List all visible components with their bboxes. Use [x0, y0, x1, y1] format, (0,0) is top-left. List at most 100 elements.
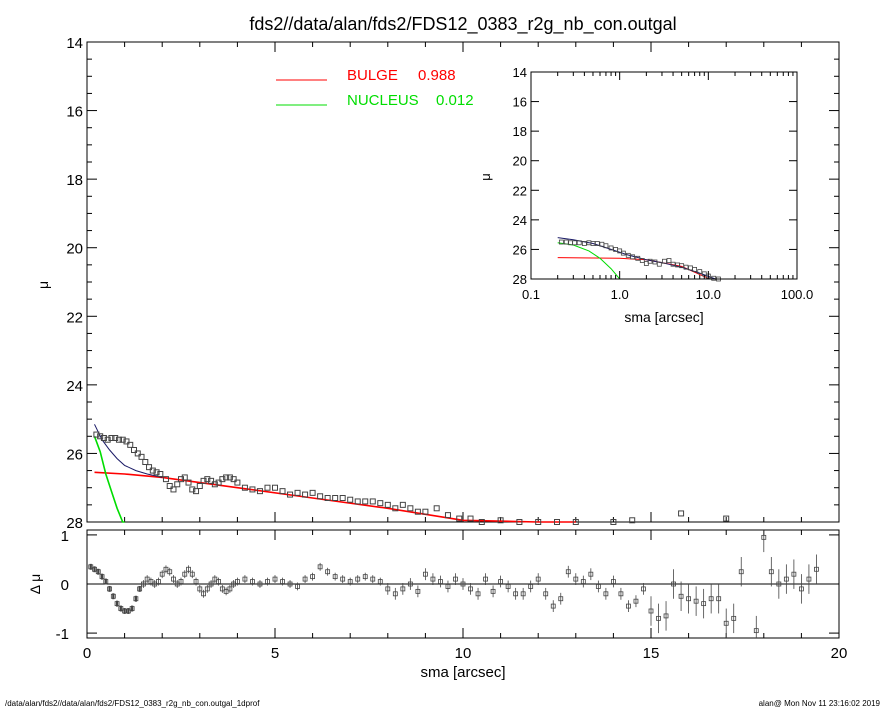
- legend: BULGE 0.988 NUCLEUS 0.012: [276, 67, 474, 109]
- residual-data-point: [182, 571, 188, 577]
- main-data-point: [127, 441, 134, 448]
- residual-data-point: [656, 615, 661, 621]
- residual-data-point: [204, 586, 210, 592]
- residual-data-point: [377, 579, 383, 584]
- residual-data-point: [219, 586, 225, 592]
- inset-data-point: [594, 241, 600, 246]
- main-data-point: [332, 495, 339, 501]
- main-data-point: [112, 435, 119, 441]
- main-data-point: [153, 469, 160, 476]
- main-data-point: [629, 517, 636, 524]
- residual-data-point: [550, 603, 556, 609]
- residual-data-point: [317, 564, 323, 570]
- main-total-model-line: [94, 424, 163, 478]
- main-data-point: [100, 435, 107, 441]
- residual-data-point: [167, 569, 173, 575]
- residual-data-point: [603, 591, 609, 597]
- residual-data-point: [565, 569, 571, 575]
- residual-data-point: [558, 596, 564, 602]
- residual-data-point: [400, 586, 406, 592]
- residual-plot: -1 0 1 0 5 10 15 20 Δ μ sma [arcsec]: [27, 528, 847, 681]
- main-data-point: [142, 459, 149, 465]
- inset-xtick-label: 0.1: [522, 287, 540, 302]
- main-data-point: [223, 474, 230, 481]
- main-data-point: [119, 436, 126, 443]
- residual-data-point: [588, 571, 594, 577]
- inset-data-point: [620, 250, 626, 256]
- residual-data-point: [148, 579, 154, 584]
- legend-nucleus-value: 0.012: [436, 92, 474, 109]
- residual-data-point: [671, 581, 676, 587]
- residual-data-point: [257, 581, 263, 587]
- main-data-point: [272, 484, 278, 491]
- main-ytick-label: 22: [66, 309, 83, 326]
- main-data-point: [200, 477, 207, 484]
- inset-data-point: [697, 269, 703, 275]
- residual-data-point: [129, 606, 135, 611]
- residual-data-point: [761, 534, 767, 540]
- main-data-point: [497, 517, 504, 524]
- inset-data-point: [647, 258, 653, 264]
- residual-data-point: [573, 576, 579, 582]
- residual-data-point: [197, 586, 203, 592]
- residual-data-point: [535, 576, 541, 582]
- main-data-point: [196, 483, 203, 489]
- main-data-point: [467, 515, 474, 522]
- inset-y-axis-label: μ: [478, 173, 493, 181]
- inset-data-point: [639, 258, 645, 263]
- residual-data-point: [768, 569, 774, 575]
- main-data-point: [347, 496, 354, 503]
- inset-data-point: [666, 258, 672, 263]
- inset-data-point: [662, 258, 667, 264]
- inset-data-point: [576, 240, 582, 246]
- main-data-point: [230, 476, 237, 483]
- residual-ytick-label: 1: [61, 528, 69, 545]
- inset-data-point: [630, 254, 636, 260]
- main-data-point: [178, 476, 184, 483]
- residual-data-point: [468, 586, 473, 592]
- x-tick-label: 0: [83, 645, 91, 662]
- residual-data-point: [776, 581, 782, 587]
- residual-data-point: [528, 584, 534, 589]
- main-data-point: [377, 500, 384, 507]
- footer-timestamp: alan@ Mon Nov 11 23:16:02 2019: [758, 699, 880, 708]
- inset-ytick-label: 18: [513, 124, 527, 139]
- main-ytick-label: 24: [66, 378, 83, 395]
- residual-data-point: [498, 579, 504, 584]
- legend-bulge-value: 0.988: [418, 67, 456, 84]
- inset-plot-frame: [530, 71, 798, 280]
- main-data-point: [610, 519, 617, 525]
- residual-data-point: [137, 586, 143, 592]
- inset-ytick-label: 20: [513, 154, 527, 169]
- residual-data-point: [791, 571, 797, 577]
- inset-data-point: [711, 275, 717, 281]
- main-data-point: [256, 488, 263, 495]
- main-data-point: [162, 476, 169, 483]
- residual-data-point: [171, 576, 176, 582]
- x-tick-label: 15: [643, 645, 660, 662]
- residual-data-point: [490, 588, 496, 594]
- main-data-point: [219, 476, 226, 483]
- main-data-point: [516, 519, 523, 525]
- residual-data-point: [265, 579, 270, 584]
- inset-ytick-label: 16: [513, 95, 527, 110]
- x-tick-label: 10: [455, 645, 472, 662]
- main-data-point: [115, 436, 122, 443]
- main-data-point: [211, 481, 218, 488]
- main-data-point: [170, 486, 177, 493]
- residual-data-point: [325, 569, 331, 575]
- residual-data-point: [520, 591, 526, 597]
- main-data-point: [97, 433, 104, 440]
- main-ytick-label: 20: [66, 241, 83, 258]
- chart-title: fds2//data/alan/fds2/FDS12_0383_r2g_nb_c…: [249, 14, 676, 35]
- inset-plot: 14 16 18 20 22 24 26 28 0.1 1.0 10.0 100.0 μ sma […: [478, 65, 813, 325]
- residual-data-point: [686, 596, 691, 602]
- inset-series: [557, 237, 721, 282]
- main-data-point: [362, 498, 369, 505]
- inset-xtick-label: 1.0: [611, 287, 629, 302]
- main-data-point: [554, 519, 560, 525]
- residual-data-point: [88, 564, 94, 570]
- residual-data-point: [156, 579, 161, 584]
- residual-data-point: [332, 574, 338, 580]
